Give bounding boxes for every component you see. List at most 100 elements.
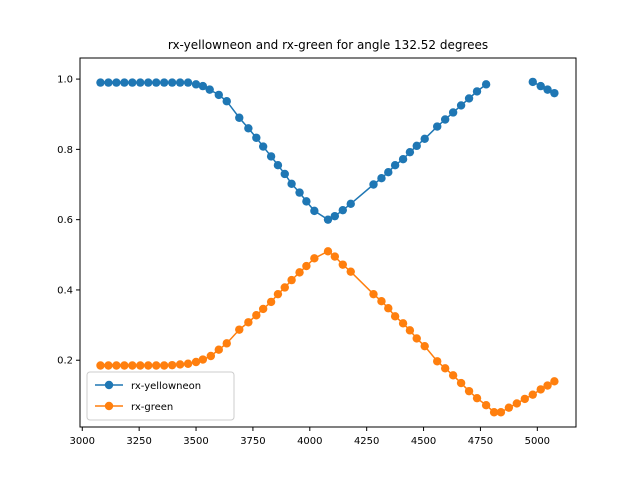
data-point — [205, 85, 214, 94]
data-point — [136, 78, 145, 87]
data-point — [280, 169, 289, 179]
data-point — [244, 318, 253, 327]
data-point — [433, 122, 442, 131]
data-point — [536, 81, 545, 91]
x-axis: 3000 3250 3500 3750 4000 4250 4500 4750 5000 — [70, 427, 550, 447]
data-point — [384, 304, 393, 313]
legend-item: rx-yellowneon — [95, 380, 201, 392]
x-tick-label: 3000 — [70, 436, 95, 447]
y-tick-label: 0.2 — [57, 356, 73, 367]
series-rx-yellowneon — [96, 77, 559, 224]
data-point — [472, 87, 482, 96]
data-point — [273, 289, 283, 299]
data-point — [235, 325, 244, 334]
data-point — [550, 377, 559, 386]
series-layer — [96, 77, 559, 417]
data-point — [266, 297, 276, 307]
data-point — [330, 211, 340, 221]
data-point — [222, 97, 231, 106]
data-point — [464, 94, 474, 103]
data-point — [183, 359, 193, 368]
data-point — [302, 197, 311, 206]
legend-label: rx-yellowneon — [131, 381, 201, 392]
data-point — [489, 408, 499, 417]
data-point — [310, 206, 319, 216]
data-point — [120, 78, 129, 87]
data-point — [144, 78, 153, 87]
x-tick-label: 5000 — [525, 436, 550, 447]
data-point — [280, 283, 289, 292]
data-point — [96, 361, 105, 370]
data-point — [159, 78, 169, 87]
data-point — [128, 361, 137, 370]
y-tick-label: 0.8 — [57, 145, 73, 156]
x-tick-label: 4000 — [297, 436, 322, 447]
x-tick-label: 4250 — [354, 436, 379, 447]
data-point — [377, 173, 386, 183]
data-point — [198, 355, 208, 364]
x-tick-label: 3500 — [183, 436, 208, 447]
data-point — [330, 252, 340, 261]
data-point — [528, 390, 537, 399]
data-point — [287, 275, 296, 285]
data-point — [338, 205, 347, 215]
x-tick-label: 3250 — [126, 436, 151, 447]
data-point — [244, 124, 253, 133]
data-point — [235, 113, 244, 122]
data-point — [323, 215, 333, 224]
data-point — [520, 394, 530, 404]
data-point — [266, 152, 276, 161]
data-point — [112, 78, 121, 87]
data-point — [144, 361, 153, 370]
data-point — [412, 334, 421, 343]
data-point — [175, 78, 185, 87]
data-point — [346, 267, 355, 276]
data-point — [472, 393, 482, 403]
data-point — [384, 168, 393, 177]
chart-title: rx-yellowneon and rx-green for angle 132… — [168, 38, 488, 52]
legend-item: rx-green — [95, 401, 173, 413]
data-point — [346, 199, 355, 209]
axes-frame — [79, 57, 577, 428]
data-point — [191, 357, 201, 367]
y-tick-label: 0.6 — [57, 215, 73, 226]
data-point — [159, 361, 169, 370]
data-point — [287, 179, 296, 189]
data-point — [512, 399, 522, 408]
data-point — [338, 260, 347, 269]
data-point — [536, 385, 545, 394]
data-point — [369, 180, 378, 189]
data-point — [112, 361, 121, 370]
data-point — [252, 133, 261, 142]
data-point — [481, 80, 491, 89]
x-tick-label: 3750 — [240, 436, 265, 447]
data-point — [440, 115, 450, 124]
data-point — [543, 85, 552, 94]
data-point — [420, 134, 429, 144]
x-tick-label: 4750 — [468, 436, 493, 447]
data-point — [152, 78, 161, 87]
data-point — [390, 312, 400, 321]
data-point — [390, 160, 400, 170]
data-point — [258, 304, 268, 314]
series-rx-green — [96, 247, 559, 417]
data-point — [252, 311, 261, 320]
data-point — [167, 360, 177, 370]
data-point — [120, 361, 129, 370]
data-point — [412, 141, 421, 151]
data-point — [206, 351, 216, 361]
data-point — [448, 371, 458, 380]
data-point — [104, 361, 113, 370]
legend-box — [86, 371, 235, 421]
y-axis: 0.2 0.4 0.6 0.8 1.0 — [57, 75, 80, 367]
data-point — [420, 341, 429, 351]
data-point — [104, 78, 113, 87]
data-point — [136, 361, 145, 370]
data-point — [273, 160, 283, 170]
data-point — [440, 364, 450, 373]
data-point — [405, 326, 415, 335]
data-point — [96, 78, 105, 87]
data-point — [528, 77, 537, 87]
data-point — [369, 289, 378, 299]
